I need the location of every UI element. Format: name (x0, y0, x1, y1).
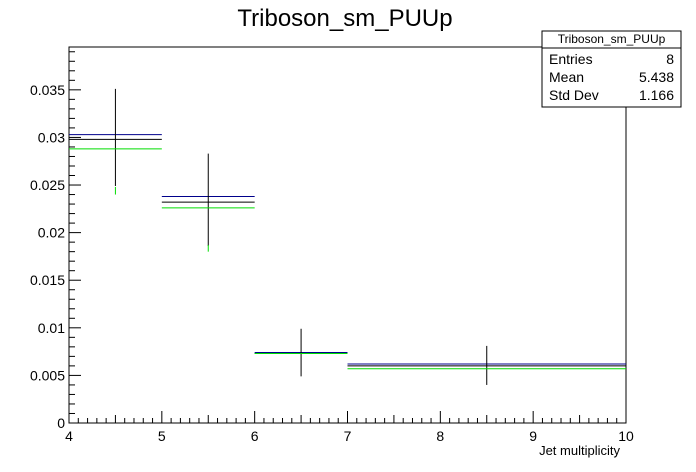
y-tick-label: 0 (57, 415, 65, 431)
x-tick-label: 6 (251, 428, 259, 444)
x-tick-label: 4 (65, 428, 73, 444)
y-tick-label: 0.035 (30, 82, 65, 98)
x-tick-label: 10 (618, 428, 634, 444)
y-tick-label: 0.025 (30, 177, 65, 193)
x-tick-label: 8 (436, 428, 444, 444)
x-axis: 4 5 6 7 8 9 10 (65, 411, 634, 444)
x-tick-label: 9 (529, 428, 537, 444)
x-axis-label: Jet multiplicity (539, 443, 620, 458)
stats-entries-label: Entries (549, 51, 593, 67)
stats-stddev-label: Std Dev (549, 87, 599, 103)
x-tick-label: 5 (158, 428, 166, 444)
y-tick-label: 0.02 (38, 225, 65, 241)
histogram-series (69, 88, 626, 385)
stats-box-title: Triboson_sm_PUUp (558, 32, 666, 46)
y-tick-label: 0.01 (38, 320, 65, 336)
stats-mean-value: 5.438 (639, 69, 674, 85)
y-tick-label: 0.03 (38, 129, 65, 145)
stats-box-frame (541, 30, 682, 108)
stats-box: Triboson_sm_PUUp Entries 8 Mean 5.438 St… (541, 30, 682, 108)
stats-stddev-value: 1.166 (639, 87, 674, 103)
x-tick-label: 7 (344, 428, 352, 444)
stats-mean-label: Mean (549, 69, 584, 85)
y-tick-label: 0.005 (30, 367, 65, 383)
stats-entries-value: 8 (666, 51, 674, 67)
y-axis: 0 0.005 0.01 0.015 0.02 0.025 0.03 0.035 (30, 51, 81, 431)
y-tick-label: 0.015 (30, 272, 65, 288)
chart-title: Triboson_sm_PUUp (237, 5, 452, 32)
